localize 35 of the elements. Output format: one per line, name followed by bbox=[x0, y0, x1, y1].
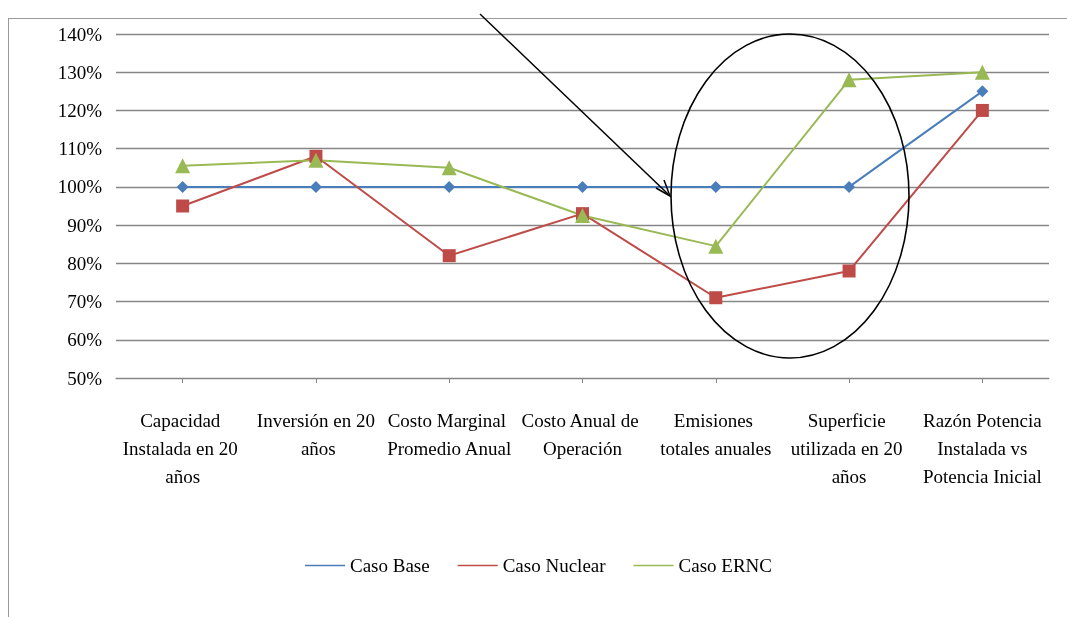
x-tick-label: Razón Potencia Instalada vs Potencia Inicial bbox=[923, 409, 1043, 487]
y-tick-label: 60% bbox=[67, 329, 103, 351]
point bbox=[709, 291, 723, 305]
legend-label: Caso Base bbox=[350, 555, 430, 576]
point bbox=[176, 199, 190, 213]
point bbox=[976, 85, 989, 98]
point bbox=[974, 64, 990, 80]
point bbox=[841, 72, 857, 88]
x-tick-label: Costo Marginal Promedio Anual bbox=[387, 409, 512, 459]
point bbox=[842, 264, 856, 278]
x-tick-label: Inversión en 20 años bbox=[256, 409, 376, 459]
legend-label: Caso ERNC bbox=[678, 555, 773, 576]
x-tick-label: Emisiones totales anuales bbox=[660, 409, 772, 459]
point bbox=[441, 160, 457, 176]
x-tick-label: Costo Anual de Operación bbox=[521, 409, 644, 459]
point bbox=[708, 238, 724, 254]
point bbox=[175, 158, 191, 174]
x-tick-label: Superficie utilizada en 20 años bbox=[790, 409, 908, 487]
y-tick-label: 100% bbox=[57, 176, 103, 198]
y-tick-label: 90% bbox=[67, 214, 103, 236]
point bbox=[843, 180, 856, 193]
y-tick-label: 140% bbox=[57, 23, 103, 45]
point bbox=[308, 152, 324, 168]
point bbox=[176, 180, 189, 193]
legend-label: Caso Nuclear bbox=[502, 555, 607, 576]
x-tick-label: Capacidad Instalada en 20 años bbox=[122, 409, 243, 487]
y-tick-label: 110% bbox=[58, 138, 103, 160]
point bbox=[576, 180, 589, 193]
point bbox=[975, 103, 989, 117]
y-tick-label: 80% bbox=[67, 252, 103, 274]
y-tick-label: 130% bbox=[57, 61, 103, 83]
y-tick-label: 70% bbox=[67, 291, 103, 313]
point bbox=[442, 249, 456, 263]
y-tick-label: 50% bbox=[67, 367, 103, 389]
y-tick-label: 120% bbox=[57, 99, 103, 121]
